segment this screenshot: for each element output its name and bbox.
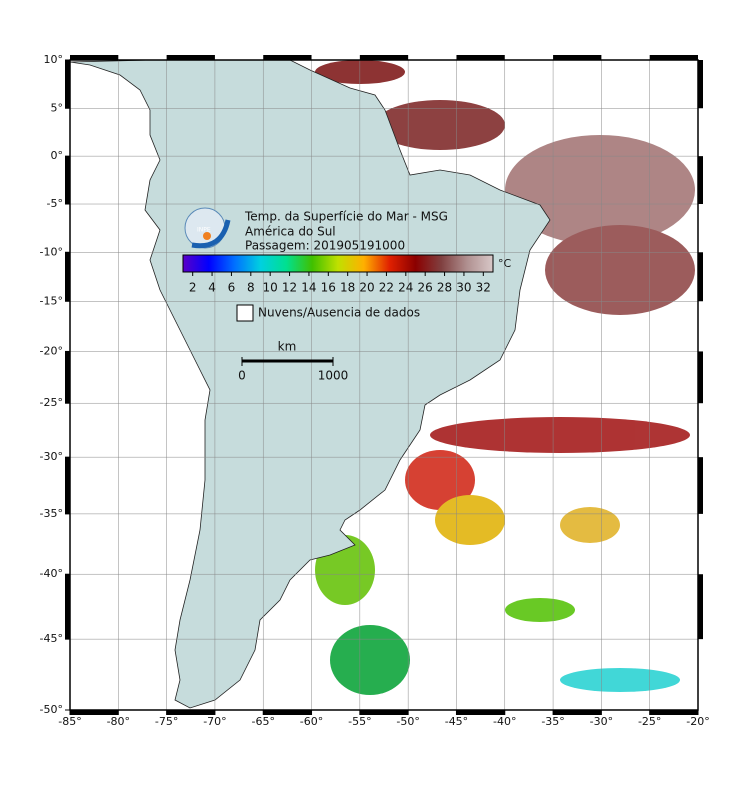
lat-tick-label: -45° xyxy=(40,632,63,645)
lat-tick-label: 5° xyxy=(51,101,64,114)
frame-block xyxy=(649,710,698,715)
lon-tick-label: -45° xyxy=(445,715,468,728)
colorbar-tick-label: 14 xyxy=(301,281,316,295)
colorbar-tick-label: 6 xyxy=(228,281,236,295)
frame-block xyxy=(166,55,215,60)
lat-tick-label: 10° xyxy=(44,53,64,66)
sst-patches xyxy=(315,60,695,695)
frame-block xyxy=(263,55,312,60)
frame-block xyxy=(553,55,602,60)
colorbar xyxy=(182,254,494,273)
scale-tick-label: 0 xyxy=(238,369,246,383)
scale-tick-label: 1000 xyxy=(318,369,349,383)
frame-block xyxy=(70,710,119,715)
colorbar-tick-label: 30 xyxy=(456,281,471,295)
frame-block xyxy=(65,252,70,302)
lon-tick-label: -35° xyxy=(541,715,564,728)
frame-block xyxy=(359,55,409,60)
colorbar-tick-label: 22 xyxy=(379,281,394,295)
colorbar-tick-label: 26 xyxy=(418,281,433,295)
colorbar-tick-label: 24 xyxy=(398,281,413,295)
frame-block xyxy=(359,710,409,715)
frame-block xyxy=(649,55,698,60)
colorbar-tick-label: 10 xyxy=(263,281,278,295)
lon-tick-label: -30° xyxy=(590,715,613,728)
colorbar-tick-label: 18 xyxy=(340,281,355,295)
lon-tick-label: -85° xyxy=(58,715,81,728)
frame-block xyxy=(456,55,505,60)
lon-tick-label: -80° xyxy=(107,715,130,728)
subtitle: América do Sul xyxy=(245,225,336,239)
colorbar-tick-label: 32 xyxy=(476,281,491,295)
lat-tick-label: -40° xyxy=(40,567,63,580)
frame-block xyxy=(698,351,703,404)
frame-block xyxy=(698,60,703,109)
lat-tick-label: -5° xyxy=(47,197,63,210)
lat-tick-label: -10° xyxy=(40,245,63,258)
frame-block xyxy=(263,710,312,715)
frame-block xyxy=(698,252,703,302)
lon-tick-label: -65° xyxy=(251,715,274,728)
frame-block xyxy=(65,156,70,205)
lon-tick-label: -40° xyxy=(493,715,516,728)
colorbar-tick-label: 8 xyxy=(247,281,255,295)
colorbar-tick-label: 12 xyxy=(282,281,297,295)
lon-tick-label: -20° xyxy=(686,715,709,728)
colorbar-tick-label: 4 xyxy=(208,281,216,295)
frame-block xyxy=(65,574,70,640)
frame-block xyxy=(698,574,703,640)
title-block: INPE Temp. da Superfície do Mar - MSG Am… xyxy=(184,207,448,253)
colorbar-tick-label: 28 xyxy=(437,281,452,295)
frame-block xyxy=(65,351,70,404)
scale-unit: km xyxy=(278,340,297,354)
legend-label: Nuvens/Ausencia de dados xyxy=(258,306,420,320)
lon-tick-label: -60° xyxy=(300,715,323,728)
lon-tick-label: -75° xyxy=(155,715,178,728)
lat-tick-label: -15° xyxy=(40,294,63,307)
lat-tick-label: -50° xyxy=(40,703,63,716)
frame-block xyxy=(698,457,703,514)
frame-block xyxy=(70,55,119,60)
frame-block xyxy=(553,710,602,715)
lon-tick-label: -25° xyxy=(638,715,661,728)
logo-text: INPE xyxy=(197,227,211,234)
frame-block xyxy=(65,60,70,109)
logo-arc xyxy=(191,219,231,249)
colorbar-tick-label: 20 xyxy=(359,281,374,295)
lat-tick-label: 0° xyxy=(51,149,64,162)
frame-block xyxy=(456,710,505,715)
lat-tick-label: -30° xyxy=(40,450,63,463)
lat-tick-label: -35° xyxy=(40,507,63,520)
frame-block xyxy=(166,710,215,715)
lon-tick-label: -50° xyxy=(396,715,419,728)
lon-tick-label: -70° xyxy=(203,715,226,728)
colorbar-tick-label: 16 xyxy=(321,281,336,295)
frame-block xyxy=(65,457,70,514)
legend-swatch xyxy=(236,304,254,322)
colorbar-tick-label: 2 xyxy=(189,281,197,295)
logo-dot xyxy=(203,232,211,240)
frame-block xyxy=(698,156,703,205)
lat-tick-label: -25° xyxy=(40,396,63,409)
lat-tick-label: -20° xyxy=(40,344,63,357)
pass-time: Passagem: 201905191000 xyxy=(245,239,405,253)
title: Temp. da Superfície do Mar - MSG xyxy=(244,210,448,224)
lon-tick-label: -55° xyxy=(348,715,371,728)
colorbar-unit: °C xyxy=(498,257,512,270)
